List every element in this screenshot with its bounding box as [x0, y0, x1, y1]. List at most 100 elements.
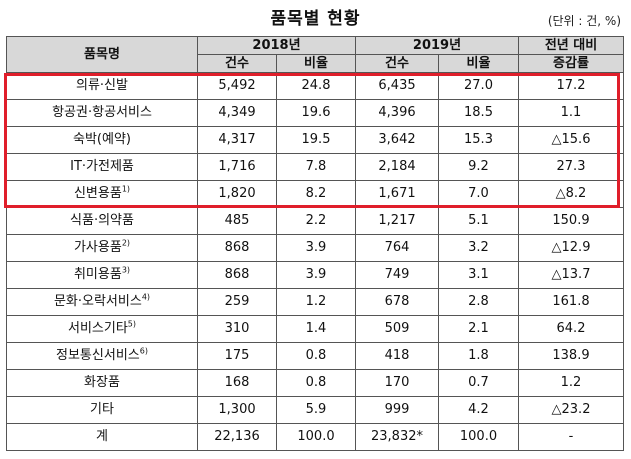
- ratio-2018: 0.8: [276, 369, 356, 397]
- count-2018: 1,716: [197, 153, 277, 181]
- count-2019: 4,396: [355, 99, 439, 127]
- footnote-mark: 6): [139, 346, 148, 356]
- table-row: 의류·신발 5,492 24.8 6,435 27.0 17.2: [6, 72, 624, 100]
- footnote-mark: 4): [141, 292, 151, 302]
- ratio-2018: 2.2: [276, 207, 356, 235]
- header-ratio-2019: 비율: [438, 54, 519, 73]
- count-2019: 749: [355, 261, 439, 289]
- table-row: 숙박(예약) 4,317 19.5 3,642 15.3 △15.6: [6, 126, 624, 154]
- count-2019: 2,184: [355, 153, 439, 181]
- change-rate: △13.7: [518, 261, 624, 289]
- ratio-2018: 8.2: [276, 180, 356, 208]
- change-rate: △8.2: [518, 180, 624, 208]
- count-2019: 3,642: [355, 126, 439, 154]
- count-2018: 5,492: [197, 72, 277, 100]
- item-name: IT·가전제품: [6, 153, 198, 181]
- ratio-2018: 3.9: [276, 261, 356, 289]
- item-name: 계: [6, 423, 198, 451]
- count-2019: 764: [355, 234, 439, 262]
- ratio-2019: 9.2: [438, 153, 519, 181]
- item-name: 의류·신발: [6, 72, 198, 100]
- table-row: 화장품 168 0.8 170 0.7 1.2: [6, 369, 624, 397]
- header-item: 품목명: [6, 36, 198, 73]
- item-name: 숙박(예약): [6, 126, 198, 154]
- count-2018: 310: [197, 315, 277, 343]
- total-row: 계 22,136 100.0 23,832* 100.0 -: [6, 423, 624, 451]
- table-row: 문화·오락서비스4) 259 1.2 678 2.8 161.8: [6, 288, 624, 316]
- count-2018: 168: [197, 369, 277, 397]
- ratio-2019: 100.0: [438, 423, 519, 451]
- item-stats-table: 품목명 2018년 2019년 전년 대비 건수 비율 건수 비율 증감률 의류…: [6, 36, 624, 451]
- ratio-2018: 1.2: [276, 288, 356, 316]
- item-name: 가사용품2): [6, 234, 198, 262]
- header-year-2018: 2018년: [197, 36, 356, 55]
- unit-note: (단위 : 건, %): [547, 14, 621, 28]
- ratio-2019: 1.8: [438, 342, 519, 370]
- ratio-2018: 0.8: [276, 342, 356, 370]
- count-2019: 999: [355, 396, 439, 424]
- ratio-2019: 3.1: [438, 261, 519, 289]
- item-name: 화장품: [6, 369, 198, 397]
- header-change-line1: 전년 대비: [518, 36, 624, 55]
- count-2019: 418: [355, 342, 439, 370]
- count-2019: 1,217: [355, 207, 439, 235]
- count-2018: 259: [197, 288, 277, 316]
- ratio-2019: 7.0: [438, 180, 519, 208]
- ratio-2018: 7.8: [276, 153, 356, 181]
- change-rate: 1.2: [518, 369, 624, 397]
- table-row: 가사용품2) 868 3.9 764 3.2 △12.9: [6, 234, 624, 262]
- count-2018: 22,136: [197, 423, 277, 451]
- change-rate: -: [518, 423, 624, 451]
- ratio-2018: 19.5: [276, 126, 356, 154]
- ratio-2018: 24.8: [276, 72, 356, 100]
- count-2018: 485: [197, 207, 277, 235]
- ratio-2019: 2.1: [438, 315, 519, 343]
- item-name: 취미용품3): [6, 261, 198, 289]
- footnote-mark: 5): [127, 319, 137, 329]
- ratio-2019: 4.2: [438, 396, 519, 424]
- footnote-mark: 1): [121, 184, 131, 194]
- header-change-line2: 증감률: [518, 54, 624, 73]
- count-2018: 868: [197, 261, 277, 289]
- ratio-2019: 27.0: [438, 72, 519, 100]
- item-name: 식품·의약품: [6, 207, 198, 235]
- count-2019: 678: [355, 288, 439, 316]
- change-rate: 138.9: [518, 342, 624, 370]
- ratio-2019: 5.1: [438, 207, 519, 235]
- item-name: 문화·오락서비스4): [6, 288, 198, 316]
- count-2018: 4,317: [197, 126, 277, 154]
- count-2018: 4,349: [197, 99, 277, 127]
- count-2018: 1,820: [197, 180, 277, 208]
- ratio-2019: 15.3: [438, 126, 519, 154]
- ratio-2018: 3.9: [276, 234, 356, 262]
- change-rate: 1.1: [518, 99, 624, 127]
- ratio-2018: 5.9: [276, 396, 356, 424]
- table-row: 취미용품3) 868 3.9 749 3.1 △13.7: [6, 261, 624, 289]
- ratio-2019: 2.8: [438, 288, 519, 316]
- change-rate: 27.3: [518, 153, 624, 181]
- count-2019: 23,832*: [355, 423, 439, 451]
- change-rate: △15.6: [518, 126, 624, 154]
- item-name: 신변용품1): [6, 180, 198, 208]
- item-name: 기타: [6, 396, 198, 424]
- count-2019: 170: [355, 369, 439, 397]
- footnote-mark: 2): [121, 238, 131, 248]
- table-row: 정보통신서비스6) 175 0.8 418 1.8 138.9: [6, 342, 624, 370]
- ratio-2019: 18.5: [438, 99, 519, 127]
- change-rate: △23.2: [518, 396, 624, 424]
- count-2018: 868: [197, 234, 277, 262]
- count-2018: 1,300: [197, 396, 277, 424]
- header-count-2018: 건수: [197, 54, 277, 73]
- change-rate: 150.9: [518, 207, 624, 235]
- table-row: 항공권·항공서비스 4,349 19.6 4,396 18.5 1.1: [6, 99, 624, 127]
- item-name: 정보통신서비스6): [6, 342, 198, 370]
- table-row: 기타 1,300 5.9 999 4.2 △23.2: [6, 396, 624, 424]
- ratio-2018: 19.6: [276, 99, 356, 127]
- table-row: IT·가전제품 1,716 7.8 2,184 9.2 27.3: [6, 153, 624, 181]
- count-2019: 6,435: [355, 72, 439, 100]
- header-count-2019: 건수: [355, 54, 439, 73]
- count-2018: 175: [197, 342, 277, 370]
- page-title: 품목별 현황: [270, 9, 361, 29]
- count-2019: 1,671: [355, 180, 439, 208]
- footnote-mark: 3): [121, 265, 131, 275]
